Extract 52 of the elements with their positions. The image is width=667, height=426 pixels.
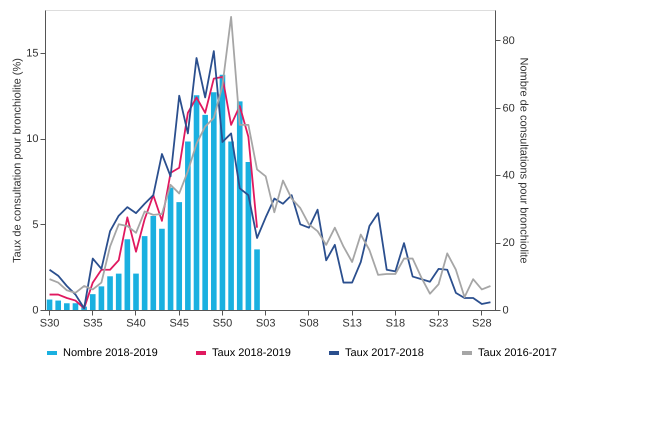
bar — [150, 216, 156, 310]
bar — [176, 202, 182, 310]
x-tick-label: S18 — [386, 318, 406, 330]
x-tick-label: S28 — [472, 318, 492, 330]
bar — [185, 141, 191, 310]
x-tick-label: S30 — [40, 318, 60, 330]
bar — [72, 303, 78, 310]
line-series — [48, 50, 492, 310]
bar — [107, 276, 113, 310]
legend-label: Taux 2016-2017 — [478, 347, 557, 359]
y2-tick-label: 0 — [502, 304, 509, 316]
bar — [90, 294, 96, 310]
bar — [98, 286, 104, 310]
x-tick-label: S03 — [256, 318, 276, 330]
y-axis-title: Taux de consultation pour bronchiolite (%) — [11, 58, 24, 263]
x-tick-label: S50 — [212, 318, 232, 330]
y-tick-label: 5 — [32, 218, 38, 231]
legend-label: Taux 2018-2019 — [212, 347, 291, 359]
line-series — [48, 76, 258, 310]
bar — [133, 274, 139, 310]
legend-label: Nombre 2018-2019 — [63, 347, 158, 359]
x-tick-label: S13 — [342, 318, 362, 330]
bar — [168, 188, 174, 310]
x-tick-label: S08 — [299, 318, 319, 330]
y-tick-label: 15 — [26, 47, 38, 60]
bar — [142, 236, 148, 310]
bar — [46, 300, 52, 310]
bar — [159, 228, 165, 310]
bar — [194, 95, 200, 310]
bar — [64, 303, 70, 310]
bar — [220, 74, 226, 310]
y-tick-label: 10 — [26, 133, 38, 146]
bar — [254, 249, 260, 310]
x-tick-label: S23 — [428, 318, 448, 330]
bar — [124, 239, 130, 310]
y2-tick-label: 60 — [502, 102, 515, 114]
y2-tick-label: 20 — [502, 237, 515, 250]
y2-axis-title: Nombre de consultations pour bronchiolite — [518, 57, 530, 264]
bar — [210, 92, 217, 310]
y2-tick-label: 40 — [502, 170, 515, 182]
line-series — [48, 16, 492, 298]
bar — [55, 300, 61, 310]
x-tick-label: S35 — [82, 318, 103, 330]
bar — [246, 162, 252, 310]
x-tick-label: S40 — [126, 318, 146, 330]
bar — [116, 274, 122, 310]
bar — [202, 114, 208, 310]
bar — [228, 141, 234, 310]
y-tick-label: 0 — [32, 304, 38, 316]
x-tick-label: S45 — [169, 318, 190, 330]
legend-label: Taux 2017-2018 — [345, 347, 424, 359]
y2-tick-label: 80 — [502, 34, 515, 47]
